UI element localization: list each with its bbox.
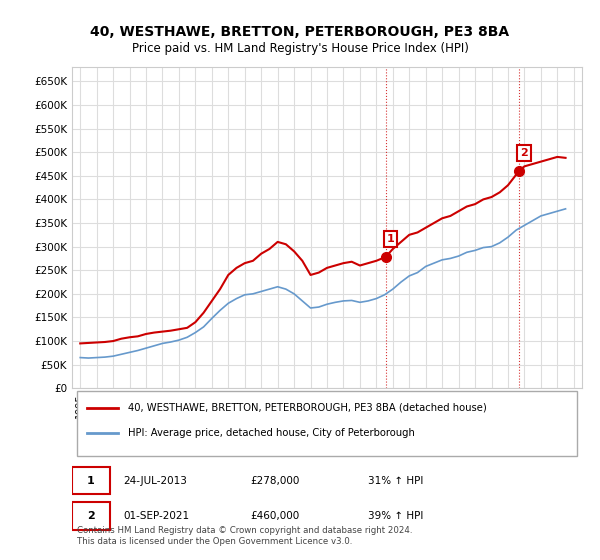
Text: £278,000: £278,000 — [251, 475, 300, 486]
Text: 40, WESTHAWE, BRETTON, PETERBOROUGH, PE3 8BA (detached house): 40, WESTHAWE, BRETTON, PETERBOROUGH, PE3… — [128, 403, 487, 413]
Text: 24-JUL-2013: 24-JUL-2013 — [123, 475, 187, 486]
Text: 40, WESTHAWE, BRETTON, PETERBOROUGH, PE3 8BA: 40, WESTHAWE, BRETTON, PETERBOROUGH, PE3… — [91, 25, 509, 39]
Text: 01-SEP-2021: 01-SEP-2021 — [123, 511, 189, 521]
Text: 31% ↑ HPI: 31% ↑ HPI — [368, 475, 423, 486]
Text: Contains HM Land Registry data © Crown copyright and database right 2024.
This d: Contains HM Land Registry data © Crown c… — [77, 526, 413, 545]
Text: 2: 2 — [87, 511, 95, 521]
Text: £460,000: £460,000 — [251, 511, 300, 521]
FancyBboxPatch shape — [72, 467, 110, 494]
Text: 39% ↑ HPI: 39% ↑ HPI — [368, 511, 423, 521]
Text: 2: 2 — [520, 148, 528, 158]
Text: HPI: Average price, detached house, City of Peterborough: HPI: Average price, detached house, City… — [128, 428, 415, 438]
FancyBboxPatch shape — [72, 502, 110, 530]
FancyBboxPatch shape — [77, 391, 577, 456]
Text: 1: 1 — [87, 475, 95, 486]
Text: Price paid vs. HM Land Registry's House Price Index (HPI): Price paid vs. HM Land Registry's House … — [131, 42, 469, 55]
Text: 1: 1 — [386, 234, 394, 244]
